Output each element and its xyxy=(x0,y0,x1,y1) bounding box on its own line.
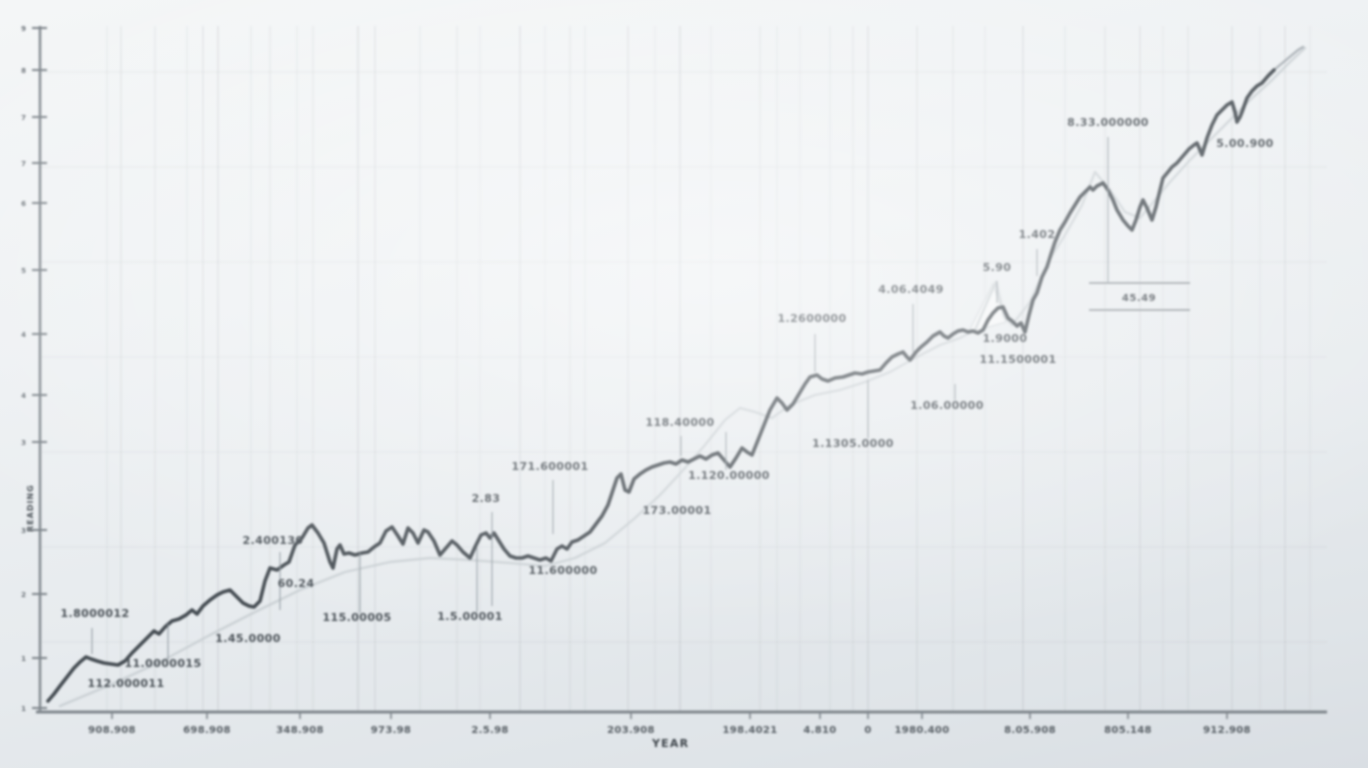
x-tick-label: 1980.400 xyxy=(895,725,950,736)
annotation-label: 11.600000 xyxy=(528,564,597,577)
annotation-label: 1.402 xyxy=(1019,228,1056,241)
x-tick-label: 698.908 xyxy=(183,725,231,736)
x-tick-label: 198.4021 xyxy=(723,725,778,736)
y-tick-label: 9 xyxy=(21,25,26,33)
annotation-label: 11.1500001 xyxy=(979,353,1056,366)
x-tick-label: 908.908 xyxy=(88,725,136,736)
y-tick-label: 3 xyxy=(21,439,26,447)
y-tick-label: 5 xyxy=(21,267,26,275)
annotation-label: 173.00001 xyxy=(642,504,711,517)
y-tick-label: 6 xyxy=(21,200,26,208)
y-tick-label: 2 xyxy=(21,591,26,599)
series xyxy=(46,45,1307,708)
annotation-label: 1.45.0000 xyxy=(215,632,281,645)
x-tick-label: 805.148 xyxy=(1104,725,1152,736)
x-tick-label: 8.05.908 xyxy=(1004,725,1056,736)
secondary-line xyxy=(58,46,1307,708)
axes: 908.908 698.908 348.908 973.98 2.5.98 203.908… xyxy=(21,25,1327,736)
y-tick-label: 4 xyxy=(21,331,26,339)
annotation-label: 60.24 xyxy=(278,577,315,590)
annotation-label: 1.06.00000 xyxy=(910,399,984,412)
y-tick-label: 7 xyxy=(21,114,26,122)
annotation-label: 1.1305.0000 xyxy=(812,437,894,450)
x-tick-label: 973.98 xyxy=(371,725,411,736)
primary-line-tail xyxy=(1272,45,1305,72)
bracket-label: 45.49 xyxy=(1122,293,1156,304)
y-tick-label: 1 xyxy=(21,705,26,713)
annotation-label: 2.83 xyxy=(472,492,501,505)
x-tick-label: 4.810 xyxy=(803,725,836,736)
y-tick-label: 7 xyxy=(21,160,26,168)
annotation-label: 112.000011 xyxy=(87,677,164,690)
annotation-label: 115.00005 xyxy=(322,611,391,624)
x-tick-label: 203.908 xyxy=(607,725,655,736)
annotation-label: 11.0000015 xyxy=(124,657,201,670)
annotation-label: 4.06.4049 xyxy=(878,283,944,296)
y-axis-title: READING xyxy=(26,484,35,532)
primary-line xyxy=(46,68,1276,703)
annotation-label: 1.2600000 xyxy=(777,312,846,325)
y-tick-label: 8 xyxy=(21,67,26,75)
x-tick-label: 348.908 xyxy=(276,725,324,736)
annotation-label: 171.600001 xyxy=(511,460,588,473)
annotation-label: 1.120.00000 xyxy=(688,469,770,482)
annotation-label: 5.90 xyxy=(983,261,1012,274)
annotation-label: 2.400130 xyxy=(243,534,304,547)
x-tick-label: 0 xyxy=(864,725,871,736)
annotation-label: 5.00.900 xyxy=(1216,137,1273,150)
y-tick-label: 1 xyxy=(21,655,26,663)
x-axis-title: YEAR xyxy=(652,737,690,750)
annotation-label: 8.33.000000 xyxy=(1067,116,1149,129)
annotation-label: 1.9000 xyxy=(983,332,1028,345)
x-tick-label: 912.908 xyxy=(1203,725,1251,736)
annotation-label: 1.5.00001 xyxy=(437,610,503,623)
annotation-label: 1.8000012 xyxy=(60,607,129,620)
annotation-label: 118.40000 xyxy=(645,416,714,429)
y-tick-label: 4 xyxy=(21,392,26,400)
x-tick-label: 2.5.98 xyxy=(471,725,508,736)
